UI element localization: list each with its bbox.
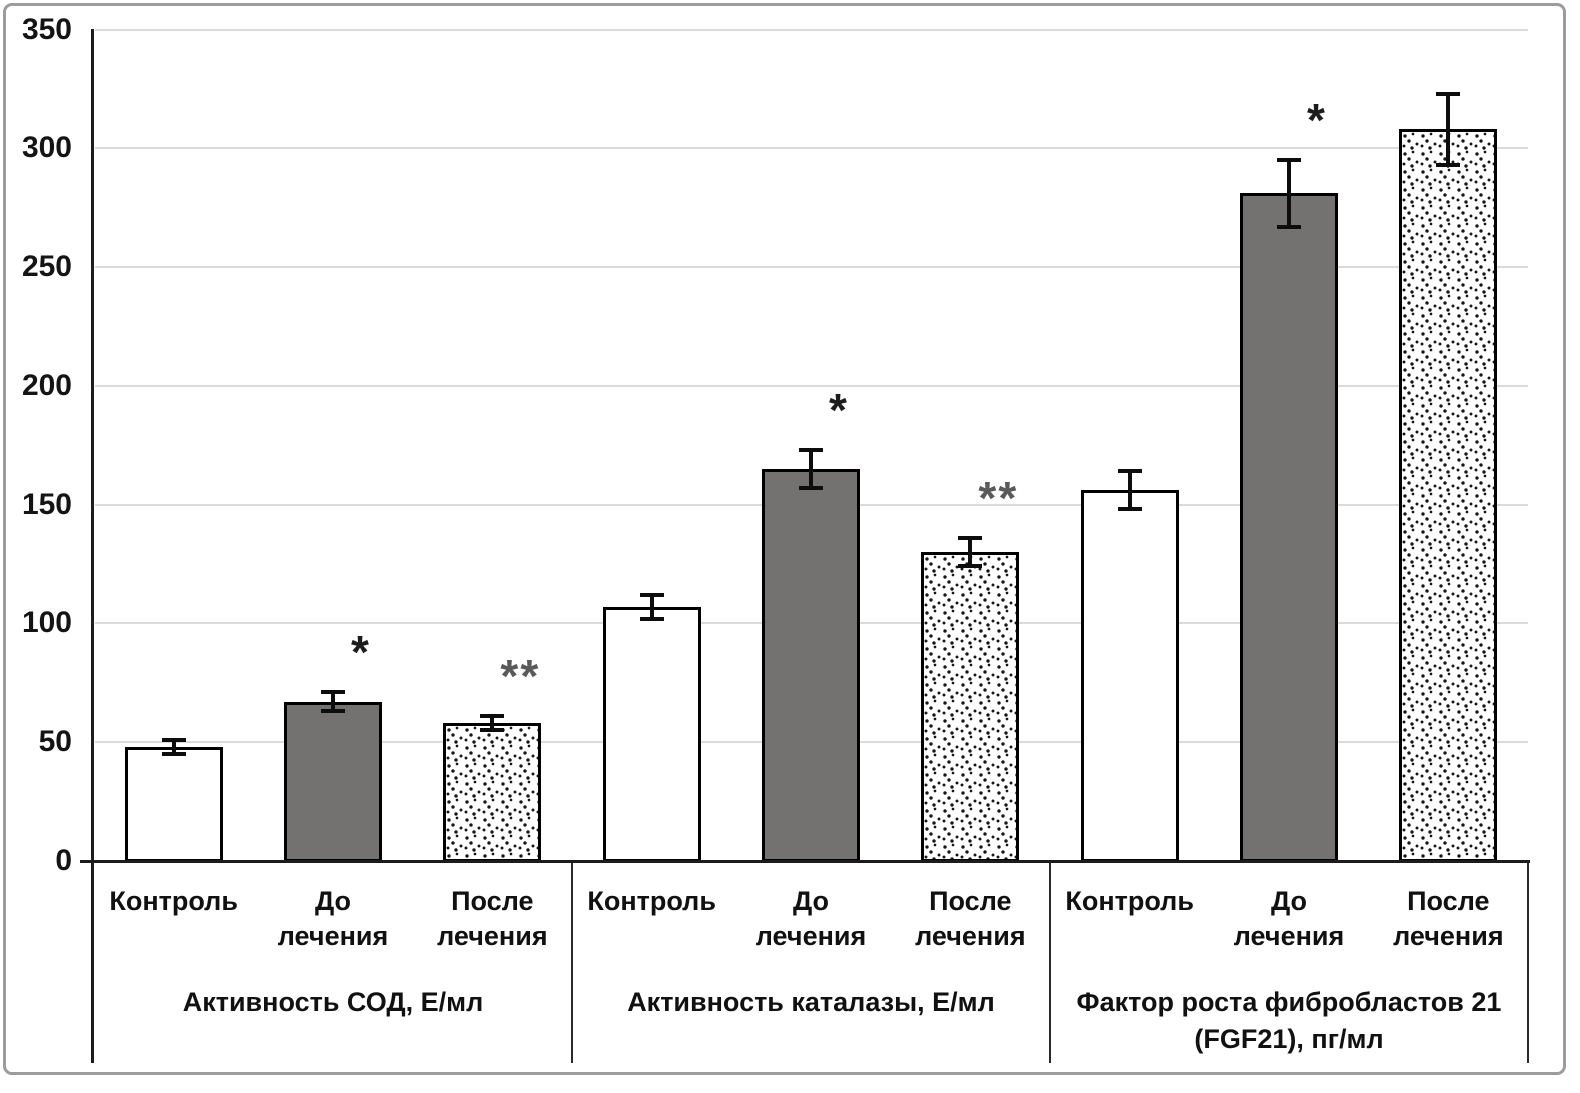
category-label: До лечения (277, 886, 389, 951)
x-axis-line (80, 860, 1530, 863)
category-label: После лечения (1393, 886, 1504, 951)
bar (1240, 193, 1338, 862)
category-label: До лечения (755, 886, 867, 951)
error-bar-cap-top (799, 448, 823, 452)
error-bar-cap-top (1117, 469, 1142, 474)
category-label: После лечения (915, 886, 1026, 951)
error-bar (649, 594, 654, 619)
category-label: Контроль (1065, 886, 1194, 916)
error-bar-cap-bottom (1436, 162, 1461, 167)
group-label: Активность каталазы, Е/мл (627, 987, 995, 1017)
bar (124, 746, 223, 862)
group-label: Активность СОД, Е/мл (182, 987, 484, 1017)
category-label: До лечения (1233, 886, 1345, 951)
error-bar-cap-top (321, 690, 345, 695)
y-grid-line (95, 147, 1528, 150)
error-bar-cap-bottom (1277, 224, 1301, 229)
y-grid-line (95, 266, 1528, 269)
error-bar-cap-bottom (799, 486, 823, 490)
group-separator (1049, 861, 1051, 1063)
error-bar-cap-top (161, 737, 186, 742)
error-bar (490, 716, 495, 731)
error-bar-cap-top (480, 714, 505, 719)
category-label: Контроль (109, 886, 238, 916)
category-label: После лечения (437, 886, 548, 951)
y-tick-label: 50 (38, 725, 72, 759)
error-bar-cap-top (639, 592, 664, 597)
error-bar (1446, 93, 1451, 165)
y-tick-label: 300 (21, 131, 72, 165)
significance-annotation: ** (978, 471, 1019, 524)
bar (1080, 490, 1179, 862)
error-bar-cap-bottom (161, 752, 186, 757)
error-bar-cap-bottom (639, 616, 664, 621)
error-bar (968, 537, 973, 567)
bar (602, 606, 701, 862)
error-bar (331, 692, 335, 712)
category-label: Контроль (587, 886, 716, 916)
error-bar (1287, 160, 1291, 227)
significance-annotation: * (1307, 94, 1327, 147)
error-bar-cap-top (958, 535, 983, 540)
bar (284, 701, 382, 862)
bar (443, 723, 542, 862)
y-tick-label: 250 (21, 250, 72, 284)
group-separator (571, 861, 573, 1063)
error-bar-cap-bottom (480, 728, 505, 733)
y-tick-label: 350 (21, 12, 72, 46)
bar (1399, 129, 1498, 862)
error-bar (809, 450, 813, 488)
y-tick-label: 100 (21, 606, 72, 640)
y-tick-label: 200 (21, 368, 72, 402)
y-tick-label: 0 (55, 844, 72, 877)
error-bar-cap-top (1436, 91, 1461, 96)
error-bar (1127, 471, 1132, 510)
error-bar-cap-bottom (1117, 507, 1142, 512)
significance-annotation: ** (500, 650, 541, 703)
bar (921, 552, 1020, 862)
y-tick-label: 150 (21, 487, 72, 521)
significance-annotation: * (829, 384, 849, 436)
group-separator (1527, 861, 1529, 1063)
significance-annotation: * (351, 626, 371, 679)
y-grid-line (95, 28, 1528, 31)
y-axis-line (91, 29, 94, 1063)
error-bar (171, 739, 176, 755)
bar (762, 469, 860, 862)
error-bar-cap-bottom (958, 564, 983, 569)
error-bar-cap-bottom (321, 709, 345, 714)
error-bar-cap-top (1277, 158, 1301, 163)
group-label: Фактор роста фибробластов 21 (FGF21), пг… (1076, 987, 1502, 1054)
y-grid-line (95, 384, 1528, 387)
